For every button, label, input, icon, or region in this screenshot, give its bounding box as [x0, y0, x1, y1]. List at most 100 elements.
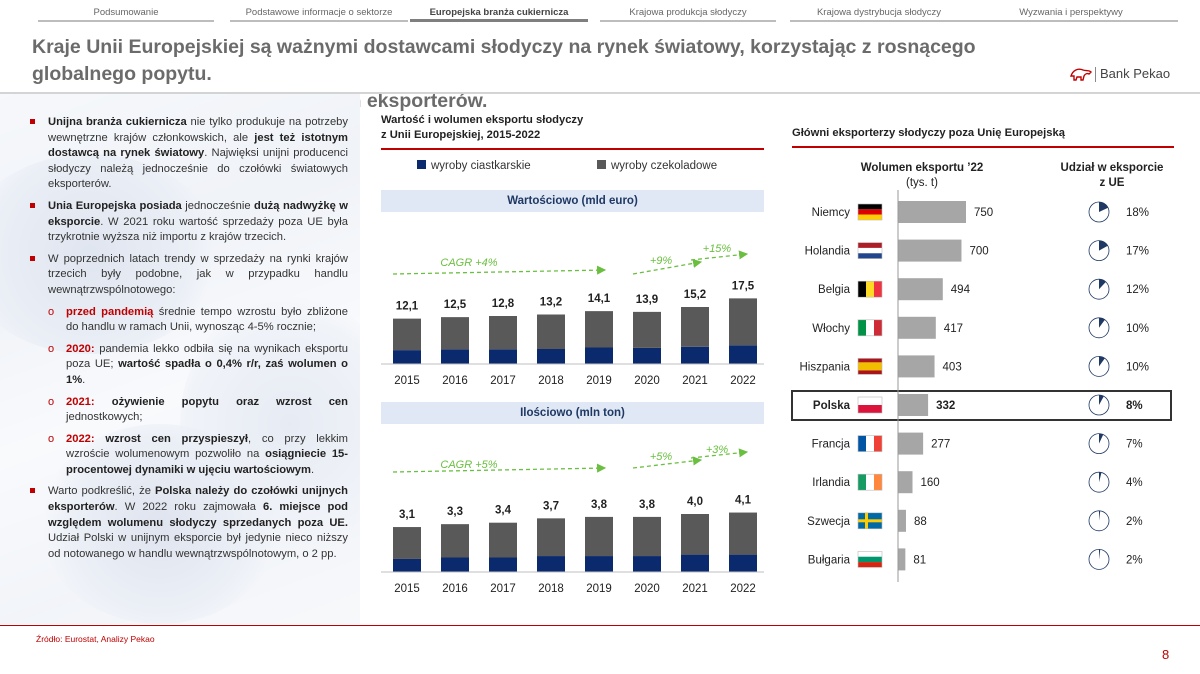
tab-europejska-branza[interactable]: Europejska branża cukiernicza: [410, 6, 588, 22]
bar-chocolate-2022: [729, 512, 757, 555]
x-tick-2017: 2017: [490, 583, 516, 595]
sub-bullet-3: o 2021: ożywienie popytu oraz wzrost cen …: [48, 395, 348, 424]
total-label-2019: 3,8: [591, 499, 608, 511]
country-label-9: Szwecja: [807, 516, 850, 528]
share-label-7: 7%: [1126, 439, 1143, 451]
total-label-2015: 12,1: [396, 301, 419, 313]
growth-arrow-1: [392, 463, 607, 473]
volume-bar-2: [898, 239, 962, 262]
bar-chocolate-2021: [681, 307, 709, 347]
legend-item-chocolate: wyroby czekoladowe: [597, 160, 717, 172]
bar-biscuits-2020: [633, 347, 661, 364]
volume-column-header: Wolumen eksportu ’22 (tys. t): [860, 162, 984, 189]
bar-biscuits-2022: [729, 554, 757, 572]
country-label-10: Bułgaria: [808, 554, 851, 566]
share-label-3: 12%: [1126, 284, 1149, 296]
growth-arrow-3: [690, 250, 749, 261]
share-pie-icon-4: [1088, 317, 1110, 339]
volume-label-3: 494: [951, 284, 971, 296]
growth-arrow-3: [690, 448, 749, 459]
share-label-2: 17%: [1126, 246, 1149, 258]
legend-swatch-biscuits: [417, 160, 426, 169]
tab-podsumowanie[interactable]: Podsumowanie: [38, 6, 214, 22]
poland-highlight-box: [791, 390, 1172, 421]
volume-label-9: 88: [914, 516, 927, 528]
share-label-1: 18%: [1126, 207, 1149, 219]
volume-bar-9: [898, 509, 906, 532]
total-label-2016: 12,5: [444, 299, 467, 311]
x-tick-2021: 2021: [682, 375, 708, 387]
volume-label-2: 700: [969, 246, 988, 258]
export-chart-title: Wartość i wolumen eksportu słodyczy z Un…: [381, 114, 584, 141]
flag-icon-5: [857, 358, 883, 375]
country-label-8: Irlandia: [812, 477, 850, 489]
volume-label-6: 332: [936, 400, 955, 412]
bar-biscuits-2016: [441, 349, 469, 364]
total-label-2017: 12,8: [492, 298, 515, 310]
bar-chocolate-2017: [489, 522, 517, 558]
x-tick-2021: 2021: [682, 583, 708, 595]
bar-chocolate-2020: [633, 311, 661, 348]
left-commentary: Unijna branża cukiernicza nie tylko prod…: [30, 115, 348, 568]
sub-bullet-2: o 2020: pandemia lekko odbiła się na wyni…: [48, 342, 348, 386]
tab-krajowa-dystrybucja[interactable]: Krajowa dystrybucja słodyczy: [790, 6, 968, 22]
bar-biscuits-2017: [489, 557, 517, 572]
share-column-header: Udział w eksporcie z UE: [1060, 162, 1164, 189]
total-label-2018: 13,2: [540, 297, 562, 309]
total-label-2022: 4,1: [735, 495, 752, 507]
total-label-2021: 4,0: [687, 496, 703, 508]
bullet-paragraph-4: Warto podkreślić, że Polska należy do cz…: [30, 484, 348, 562]
share-pie-icon-5: [1088, 355, 1110, 377]
bar-chocolate-2019: [585, 516, 613, 557]
country-label-1: Niemcy: [812, 207, 851, 219]
bank-name: Bank Pekao: [1100, 66, 1171, 81]
share-pie-icon-3: [1088, 278, 1110, 300]
bar-biscuits-2015: [393, 350, 421, 364]
volume-bar-6: [898, 394, 929, 416]
sub-bullet-4: o 2022: wzrost cen przyspieszył, co przy …: [48, 432, 348, 476]
growth-label-3: +3%: [706, 444, 729, 456]
total-label-2017: 3,4: [495, 505, 512, 517]
section-nav: Podsumowanie Podstawowe informacje o sek…: [38, 6, 1178, 22]
growth-label-1: CAGR +4%: [440, 257, 497, 269]
x-tick-2020: 2020: [634, 375, 660, 387]
volume-label-4: 417: [944, 323, 963, 335]
country-label-7: Francja: [812, 439, 851, 451]
tab-podstawowe-informacje[interactable]: Podstawowe informacje o sektorze: [230, 6, 408, 22]
bar-biscuits-2022: [729, 345, 757, 364]
share-pie-icon-1: [1088, 201, 1110, 223]
volume-bar-5: [898, 355, 935, 378]
bar-biscuits-2019: [585, 347, 613, 364]
country-label-5: Hiszpania: [800, 361, 851, 373]
x-tick-2019: 2019: [586, 583, 612, 595]
exporters-chart-title: Główni eksporterzy słodyczy poza Unię Eu…: [792, 127, 1065, 139]
share-label-6: 8%: [1126, 400, 1143, 412]
bar-chocolate-2016: [441, 524, 469, 558]
total-label-2016: 3,3: [447, 506, 463, 518]
growth-arrow-2: [632, 456, 703, 469]
share-label-5: 10%: [1126, 361, 1149, 373]
growth-label-3: +15%: [703, 243, 732, 255]
legend-item-biscuits: wyroby ciastkarskie: [417, 160, 531, 172]
share-label-9: 2%: [1126, 516, 1143, 528]
tab-wyzwania[interactable]: Wyzwania i perspektywy: [964, 6, 1178, 22]
bar-biscuits-2020: [633, 556, 661, 572]
bar-chocolate-2021: [681, 514, 709, 555]
tab-krajowa-produkcja[interactable]: Krajowa produkcja słodyczy: [600, 6, 776, 22]
x-tick-2018: 2018: [538, 583, 564, 595]
flag-icon-6: [857, 396, 883, 414]
flag-icon-4: [857, 319, 883, 337]
page-number: 8: [1162, 647, 1170, 662]
country-label-4: Włochy: [812, 323, 850, 335]
total-label-2021: 15,2: [684, 289, 706, 301]
bar-biscuits-2017: [489, 349, 517, 364]
volume-export-chart: 3,1 2015 3,3 2016 3,4 2017 3,7 2018 3,8 2019 3,8 20…: [381, 444, 764, 595]
left-panel-background: [0, 94, 360, 624]
bar-biscuits-2019: [585, 556, 613, 572]
bar-chocolate-2019: [585, 311, 613, 348]
x-tick-2022: 2022: [730, 583, 756, 595]
volume-bar-4: [898, 316, 936, 339]
bullet-paragraph-2: Unia Europejska posiada jednocześnie duż…: [30, 199, 348, 246]
volume-label-5: 403: [943, 361, 962, 373]
bar-biscuits-2015: [393, 558, 421, 572]
